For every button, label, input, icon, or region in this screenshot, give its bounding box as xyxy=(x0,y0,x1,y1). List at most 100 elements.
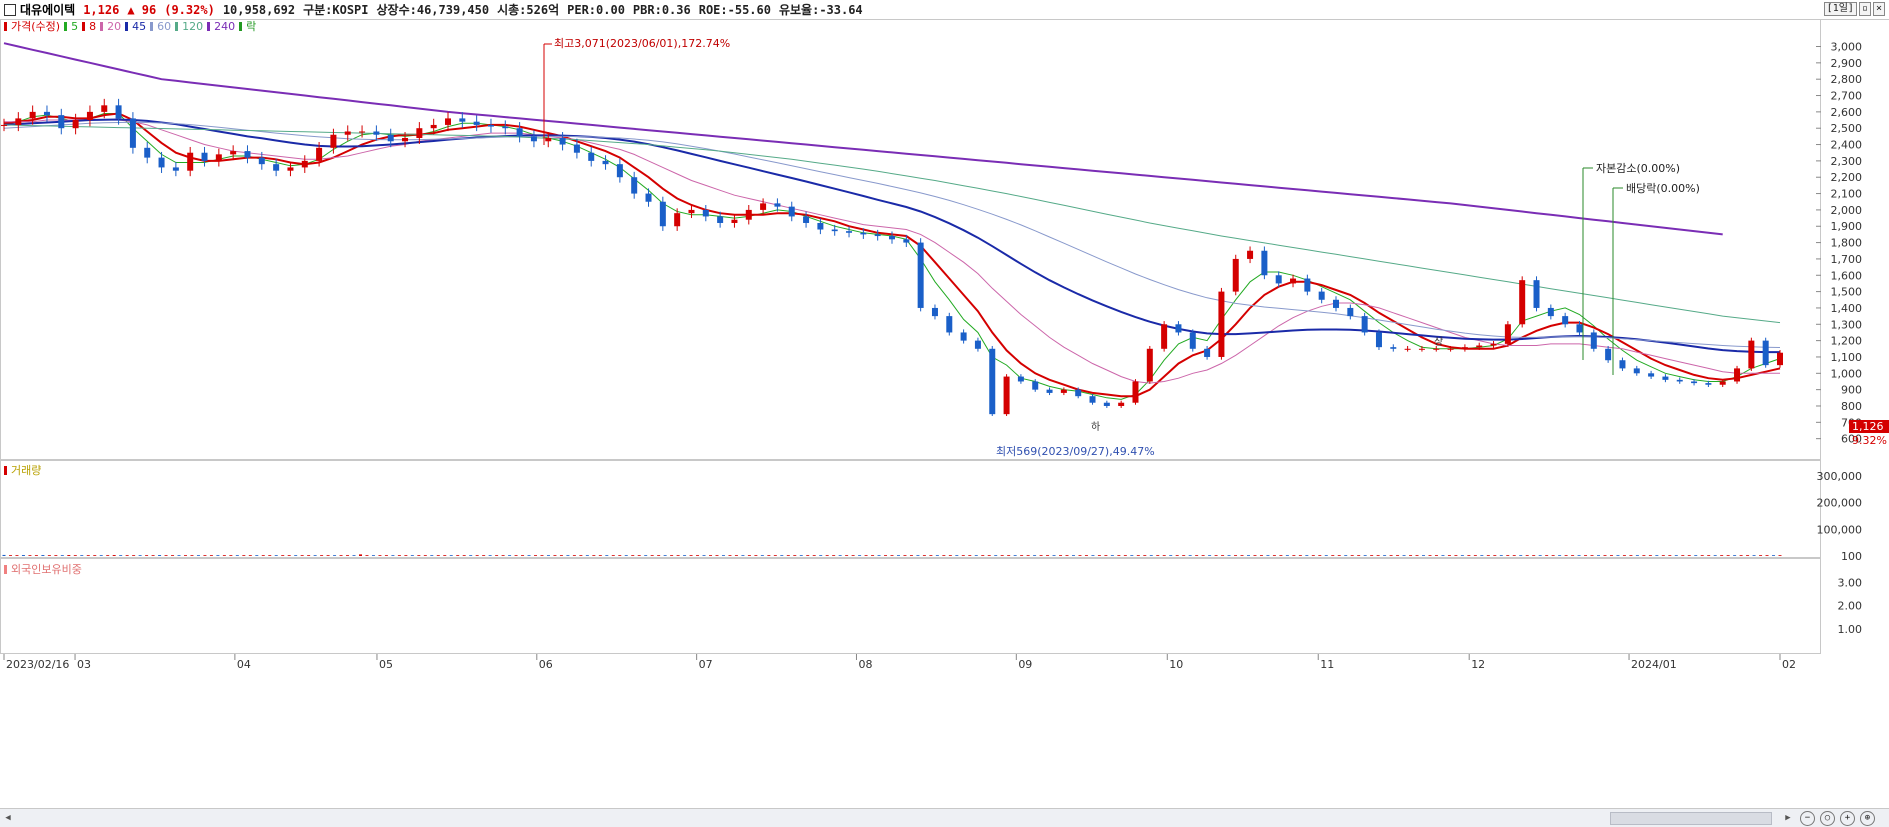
volume-bar xyxy=(1434,555,1438,556)
x-tick-label: 03 xyxy=(77,658,91,671)
scroll-right-icon[interactable]: ▶ xyxy=(1785,813,1791,823)
volume-bar xyxy=(248,555,252,556)
ma-line-45 xyxy=(3,118,1780,354)
volume-bar xyxy=(501,555,505,556)
volume-bar xyxy=(1473,555,1477,556)
volume-bar xyxy=(683,555,687,556)
legend-label-5: 60 xyxy=(157,20,172,33)
zoom-fit-icon[interactable]: ⊕ xyxy=(1860,811,1875,826)
candle-body xyxy=(1275,275,1282,284)
volume-bar xyxy=(916,555,920,556)
volume-bar xyxy=(942,555,946,556)
header-checkbox[interactable] xyxy=(4,3,16,16)
price-tick-label: 2,500 xyxy=(1831,122,1863,135)
minimize-icon[interactable]: ▫ xyxy=(1858,2,1871,16)
volume-bar xyxy=(773,555,777,556)
low-annotation: 최저569(2023/09/27),49.47% xyxy=(996,445,1155,458)
candle-body xyxy=(1003,376,1010,415)
price-tick-label: 2,900 xyxy=(1831,57,1863,70)
x-tick-label: 10 xyxy=(1169,658,1183,671)
candle-body xyxy=(616,164,623,178)
ma-line-60 xyxy=(3,121,1781,348)
zoom-out-icon[interactable]: − xyxy=(1800,811,1815,826)
volume-bar xyxy=(1272,555,1276,556)
volume-value: 10,958,692 xyxy=(222,2,296,17)
candle-body xyxy=(1777,352,1783,366)
volume-bar xyxy=(1674,555,1678,556)
scroll-left-icon[interactable]: ◀ xyxy=(5,813,11,823)
volume-bar xyxy=(1084,555,1088,556)
candle-body xyxy=(1247,250,1254,259)
volume-bar xyxy=(1344,555,1348,556)
legend-marker-0 xyxy=(4,22,7,31)
stock-chart[interactable]: 6007008009001,0001,1001,2001,3001,4001,5… xyxy=(0,0,1889,808)
volume-bar xyxy=(384,555,388,556)
volume-bar xyxy=(177,555,181,556)
volume-bar xyxy=(754,555,758,556)
price-tick-label: 2,400 xyxy=(1831,139,1863,152)
zoom-reset-icon[interactable]: ○ xyxy=(1820,811,1835,826)
reserve-ratio: 유보율:-33.64 xyxy=(778,3,863,17)
volume-bar xyxy=(242,555,246,556)
period-button[interactable]: [1일] xyxy=(1823,2,1857,16)
volume-bar xyxy=(1396,555,1400,556)
close-icon[interactable]: × xyxy=(1872,2,1885,16)
volume-bar xyxy=(806,555,810,556)
candle-body xyxy=(1361,316,1368,333)
horizontal-scrollbar[interactable]: ◀ ▶ − ○ + ⊕ xyxy=(0,808,1889,827)
volume-bar xyxy=(209,555,213,556)
candle-body xyxy=(43,111,50,116)
volume-bar xyxy=(1214,555,1218,556)
volume-bar xyxy=(1772,555,1776,556)
candle-body xyxy=(187,152,194,171)
candle-body xyxy=(1318,291,1325,300)
volume-bar xyxy=(514,555,518,556)
candle-body xyxy=(817,222,824,230)
dividend-annotation: 배당락(0.00%) xyxy=(1626,182,1700,195)
volume-bar xyxy=(151,555,155,556)
volume-bar xyxy=(423,555,427,556)
volume-bar xyxy=(15,555,19,556)
candle-body xyxy=(1060,389,1067,393)
volume-bar xyxy=(566,555,570,556)
zoom-in-icon[interactable]: + xyxy=(1840,811,1855,826)
volume-bar xyxy=(1739,555,1743,556)
legend-marker-8 xyxy=(239,22,243,31)
volume-tick-label: 200,000 xyxy=(1817,497,1863,510)
candle-body xyxy=(1347,307,1354,317)
current-pct-label: 9.32% xyxy=(1852,434,1887,447)
legend-label-6: 120 xyxy=(182,20,204,33)
volume-bar xyxy=(93,555,97,556)
volume-y-axis: 100 100,000 200,000 300,000 xyxy=(1817,470,1863,563)
volume-bars xyxy=(2,554,1782,556)
legend-label-8: 락 xyxy=(246,20,257,33)
candle-body xyxy=(172,167,179,171)
volume-bar xyxy=(1026,555,1030,556)
volume-bar xyxy=(721,555,725,556)
volume-bar xyxy=(1259,555,1263,556)
volume-bar xyxy=(1519,555,1523,556)
candle-body xyxy=(273,164,280,171)
candle-body xyxy=(688,209,695,214)
capital-reduction-annotation: 자본감소(0.00%) xyxy=(1596,162,1680,175)
volume-bar xyxy=(482,555,486,556)
volume-bar xyxy=(592,555,596,556)
candle-body xyxy=(831,229,838,232)
volume-bar xyxy=(1071,555,1075,556)
volume-bar xyxy=(1460,555,1464,556)
volume-bar xyxy=(1480,555,1484,556)
volume-bar xyxy=(715,555,719,556)
scroll-thumb[interactable] xyxy=(1610,812,1772,825)
x-tick-label: 07 xyxy=(699,658,713,671)
volume-bar xyxy=(320,555,324,556)
volume-bar xyxy=(1143,555,1147,556)
volume-bar xyxy=(1052,555,1056,556)
volume-bar xyxy=(183,555,187,556)
volume-bar xyxy=(1558,555,1562,556)
volume-bar xyxy=(864,555,868,556)
volume-bar xyxy=(929,555,933,556)
candle-body xyxy=(1404,348,1411,350)
volume-bar xyxy=(1597,555,1601,556)
volume-bar xyxy=(1156,555,1160,556)
volume-bar xyxy=(1104,555,1108,556)
